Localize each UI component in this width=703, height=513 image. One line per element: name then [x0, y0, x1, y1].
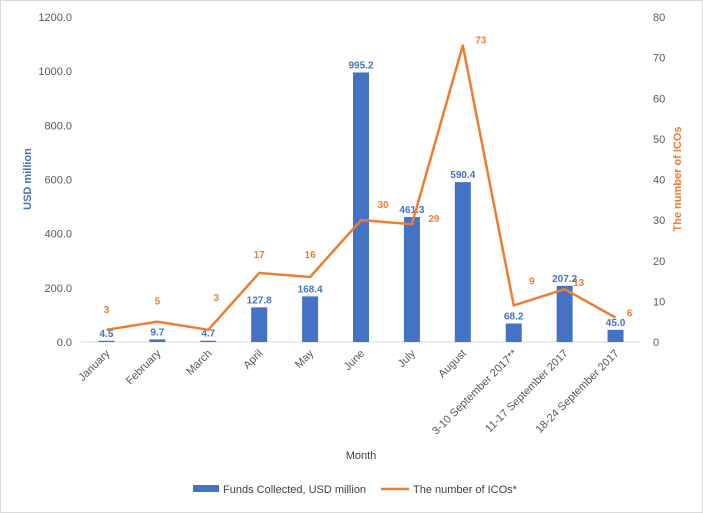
bar-series — [98, 72, 624, 342]
bar-value-label: 4.7 — [201, 329, 215, 340]
x-axis-ticks: January February March April May June July Augu… — [76, 347, 621, 437]
y2-axis-title: The number of ICOs — [672, 126, 684, 231]
y-tick-label: 1000.0 — [38, 66, 72, 78]
y2-tick-label: 30 — [653, 215, 665, 227]
bar-value-label: 590.4 — [450, 170, 475, 181]
line-value-label: 73 — [475, 35, 487, 46]
y2-tick-label: 20 — [653, 256, 665, 268]
bar-value-label: 9.7 — [150, 327, 164, 338]
line-value-label: 13 — [573, 278, 585, 289]
x-tick-label: January — [76, 347, 113, 384]
y2-tick-label: 0 — [653, 337, 659, 349]
y2-tick-label: 10 — [653, 296, 665, 308]
line-value-label: 16 — [305, 250, 317, 261]
y-tick-label: 600.0 — [44, 175, 72, 187]
x-tick-label: 18-24 September 2017 — [534, 348, 622, 436]
bar — [251, 307, 268, 342]
y2-tick-label: 50 — [653, 134, 665, 146]
bar-value-label: 45.0 — [606, 318, 626, 329]
bar-value-label: 127.8 — [247, 295, 272, 306]
y2-tick-label: 80 — [653, 12, 665, 24]
right-axis-ticks: 0 10 20 30 40 50 60 70 80 — [653, 12, 665, 349]
line-series — [106, 44, 617, 332]
x-tick-label: June — [342, 348, 367, 373]
left-axis-ticks: 0.0 200.0 400.0 600.0 800.0 1000.0 1200.0 — [38, 12, 72, 349]
bar — [403, 217, 420, 342]
bar — [353, 72, 369, 342]
line-value-label: 6 — [627, 309, 633, 320]
x-tick-label: July — [396, 347, 419, 370]
y-axis-title: USD million — [22, 148, 34, 210]
line-value-label: 30 — [377, 200, 389, 211]
bar-value-label: 68.2 — [504, 312, 524, 323]
line-value-label: 3 — [104, 305, 110, 316]
legend-line-label: The number of ICOs* — [413, 484, 518, 496]
bar — [607, 329, 624, 342]
y-tick-label: 0.0 — [57, 337, 72, 349]
line-value-label: 29 — [428, 214, 440, 225]
bar-value-label: 168.4 — [298, 284, 323, 295]
legend-bar-label: Funds Collected, USD million — [223, 484, 366, 496]
y2-tick-label: 40 — [653, 175, 665, 187]
y-tick-label: 800.0 — [44, 120, 72, 132]
legend-bar-swatch — [193, 485, 219, 492]
y-tick-label: 1200.0 — [38, 12, 72, 24]
x-axis-title: Month — [346, 450, 377, 462]
x-tick-label: 3-10 September 2017** — [430, 347, 520, 437]
x-tick-label: August — [436, 348, 469, 381]
bar-value-label: 4.5 — [100, 329, 114, 340]
legend: Funds Collected, USD million The number … — [193, 484, 518, 496]
bar-value-label: 995.2 — [348, 60, 373, 71]
line-value-label: 9 — [529, 276, 535, 287]
y2-tick-label: 70 — [653, 53, 665, 65]
line-value-label: 17 — [254, 250, 266, 261]
line-data-labels: 3 5 3 17 16 30 29 73 9 13 6 — [104, 35, 633, 319]
bar — [98, 340, 115, 342]
x-tick-label: 11-17 September 2017 — [483, 348, 570, 435]
bar — [454, 182, 471, 342]
bar — [556, 285, 573, 342]
y-tick-label: 400.0 — [44, 229, 72, 241]
bar-data-labels: 4.5 9.7 4.7 127.8 168.4 995.2 461.3 590.4 68.2 20… — [100, 60, 626, 339]
line-value-label: 3 — [213, 293, 219, 304]
x-tick-label: March — [184, 348, 214, 378]
x-tick-label: April — [241, 348, 265, 372]
bar — [505, 323, 522, 342]
y2-tick-label: 60 — [653, 93, 665, 105]
x-tick-label: May — [293, 347, 317, 371]
bar — [200, 340, 217, 342]
line-value-label: 5 — [155, 297, 161, 308]
bar — [149, 339, 166, 342]
x-tick-label: February — [124, 347, 164, 387]
y-tick-label: 200.0 — [44, 283, 72, 295]
bar — [302, 296, 319, 342]
bar-value-label: 207.2 — [552, 274, 577, 285]
bar-value-label: 461.3 — [399, 205, 424, 216]
